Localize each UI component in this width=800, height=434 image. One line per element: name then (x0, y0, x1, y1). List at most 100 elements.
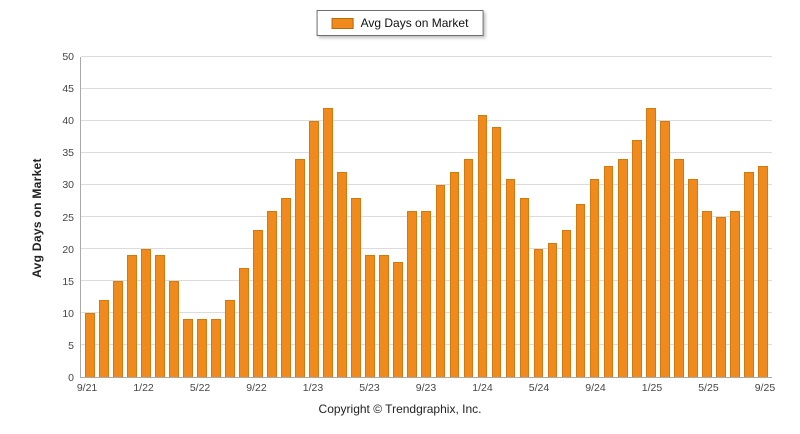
bar (127, 255, 137, 377)
x-tick-label: 1/22 (133, 382, 154, 394)
bar-slot (223, 57, 237, 377)
bar-slot (630, 57, 644, 377)
bar-slot (672, 57, 686, 377)
y-tick-label: 50 (62, 51, 74, 63)
bar-slot (658, 57, 672, 377)
bar-slot (111, 57, 125, 377)
bar-slot (433, 57, 447, 377)
bar (659, 121, 670, 377)
bar-slot (517, 57, 531, 377)
bar (281, 197, 292, 377)
x-tick-label: 5/22 (189, 382, 211, 394)
bar-slot (251, 57, 265, 377)
bar-slot (153, 57, 167, 377)
gridline (81, 184, 772, 185)
x-tick-label: 1/24 (472, 382, 493, 394)
bars (81, 57, 772, 377)
plot-area (80, 56, 772, 378)
x-tick-label: 9/23 (415, 382, 437, 394)
bar (169, 281, 179, 377)
bar-slot (461, 57, 475, 377)
legend: Avg Days on Market (316, 10, 484, 36)
bar-slot (560, 57, 574, 377)
x-tick-label: 1/25 (641, 382, 663, 394)
copyright-text: Copyright © Trendgraphix, Inc. (318, 402, 482, 416)
y-tick-label: 25 (62, 211, 74, 224)
bar-slot (209, 57, 223, 377)
bar-slot (167, 57, 181, 377)
gridline (81, 152, 772, 153)
y-axis-ticks: 0 5 10 15 20 25 30 35 40 45 50 (0, 51, 74, 384)
x-tick-label: 9/21 (76, 382, 98, 394)
gridline (81, 88, 772, 89)
bar (547, 242, 558, 377)
bar-slot (363, 57, 377, 377)
bar (463, 159, 474, 377)
bar-slot (265, 57, 279, 377)
bar (211, 319, 222, 377)
bar (645, 108, 656, 377)
y-tick-label: 5 (68, 339, 74, 352)
bar-slot (237, 57, 251, 377)
bar-slot (335, 57, 349, 377)
y-tick-label: 0 (68, 372, 74, 384)
bar (491, 127, 502, 377)
bar (141, 249, 151, 377)
y-tick-label: 10 (62, 307, 74, 320)
bar (701, 210, 712, 377)
bar (183, 319, 194, 377)
bar-slot (686, 57, 700, 377)
bar (365, 255, 376, 377)
y-tick-label: 30 (62, 179, 74, 192)
bar-slot (728, 57, 742, 377)
bar (85, 313, 95, 377)
bar-slot (391, 57, 405, 377)
bar (477, 114, 488, 377)
bar (715, 217, 726, 377)
bar (239, 268, 250, 377)
bar (407, 210, 418, 377)
bar-slot (714, 57, 728, 377)
x-tick-label: 9/22 (246, 382, 267, 394)
bar-slot (83, 57, 97, 377)
bar-slot (97, 57, 111, 377)
bar-slot (377, 57, 391, 377)
bar (631, 140, 642, 377)
gridline (81, 56, 772, 57)
bar-slot (616, 57, 630, 377)
bar (113, 281, 123, 377)
x-tick-label: 9/25 (754, 382, 776, 394)
y-tick-label: 40 (62, 115, 74, 128)
bar-slot (546, 57, 560, 377)
bar-slot (419, 57, 433, 377)
bar (309, 121, 320, 377)
bar-slot (447, 57, 461, 377)
bar-slot (489, 57, 503, 377)
bar (603, 165, 614, 377)
bar-slot (602, 57, 616, 377)
bar (267, 210, 278, 377)
bar (729, 210, 740, 377)
bar-slot (475, 57, 489, 377)
bar-slot (307, 57, 321, 377)
legend-swatch-icon (331, 17, 354, 29)
bar-slot (181, 57, 195, 377)
y-tick-label: 20 (62, 243, 74, 256)
bar (295, 159, 306, 377)
bar (155, 255, 165, 377)
x-tick-label: 5/25 (698, 382, 719, 394)
bar (673, 159, 684, 377)
bar (435, 185, 446, 377)
bar-slot (756, 57, 770, 377)
bar-slot (279, 57, 293, 377)
bar (379, 255, 390, 377)
bar (337, 172, 348, 377)
y-tick-label: 35 (62, 147, 74, 160)
bar (449, 172, 460, 377)
bar-slot (700, 57, 714, 377)
bar (323, 108, 334, 377)
bar (519, 197, 530, 377)
bar-slot (503, 57, 517, 377)
x-tick-label: 9/24 (585, 382, 606, 394)
